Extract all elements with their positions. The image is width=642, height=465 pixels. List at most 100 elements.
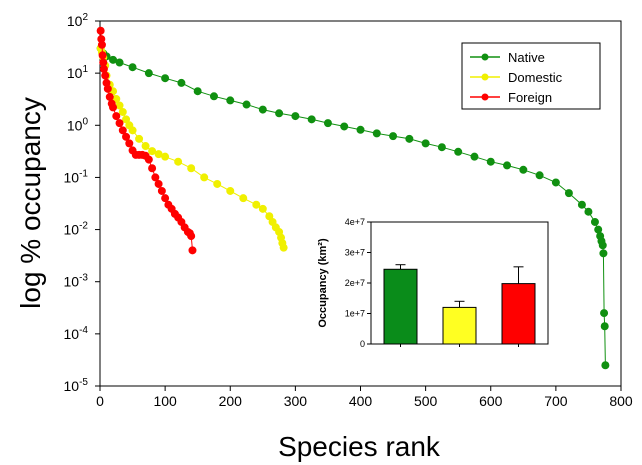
domestic-point [148, 147, 157, 156]
main-tick-labels: 0 100 200 300 400 500 600 700 800 102 101 100 10-1 10… [64, 12, 633, 409]
y-tick-label: 101 [67, 64, 89, 81]
x-tick-label: 700 [544, 393, 568, 409]
foreign-point [144, 155, 153, 164]
inset-y-tick-label: 0 [360, 339, 365, 349]
native-point [577, 200, 586, 209]
native-point [258, 105, 267, 114]
x-tick-label: 600 [479, 393, 503, 409]
native-point [209, 92, 218, 101]
native-point [600, 322, 609, 331]
native-point [486, 157, 495, 166]
domestic-point [187, 164, 196, 173]
foreign-point [161, 194, 170, 203]
inset-y-tick-label: 3e+7 [345, 248, 365, 258]
x-tick-label: 800 [609, 393, 633, 409]
y-tick-label: 10-2 [64, 221, 89, 238]
x-tick-label: 200 [219, 393, 243, 409]
y-tick-label: 10-5 [64, 377, 89, 394]
x-tick-label: 0 [96, 393, 104, 409]
native-point [598, 241, 607, 250]
inset-y-tick-label: 2e+7 [345, 278, 365, 288]
native-point [405, 134, 414, 143]
foreign-point [99, 65, 108, 74]
foreign-bar [501, 283, 536, 345]
y-tick-label: 10-1 [64, 168, 89, 185]
native-point [372, 129, 381, 138]
domestic-bar [442, 306, 477, 345]
main-series-layer [96, 26, 610, 370]
y-axis-title: log % occupancy [15, 97, 46, 309]
domestic-point [258, 204, 267, 213]
x-axis-title: Species rank [278, 431, 441, 462]
domestic-point [141, 142, 150, 151]
foreign-point [151, 173, 160, 182]
domestic-point [213, 179, 222, 188]
y-tick-label: 10-4 [64, 325, 89, 342]
native-point [275, 109, 284, 118]
domestic-point [239, 194, 248, 203]
y-tick-label: 10-3 [64, 273, 89, 290]
native-point [128, 63, 137, 72]
native-point [144, 69, 153, 78]
inset-axis-ticks: 0 1e+7 2e+7 3e+7 4e+7 [345, 217, 371, 349]
native-point [519, 165, 528, 174]
domestic-point [226, 186, 235, 195]
foreign-point [125, 139, 134, 148]
native-point [601, 361, 610, 370]
foreign-point [103, 84, 112, 93]
native-point [590, 217, 599, 226]
native-point [594, 225, 603, 234]
foreign-point [154, 179, 163, 188]
domestic-point [128, 126, 137, 135]
domestic-point [118, 107, 127, 116]
foreign-legend-marker [481, 93, 489, 101]
foreign-point [187, 232, 196, 241]
foreign-point [96, 26, 105, 35]
native-point [470, 152, 479, 161]
y-tick-label: 102 [67, 12, 89, 29]
inset-bars [383, 264, 536, 347]
foreign-point [97, 40, 106, 49]
native-point [356, 125, 365, 134]
x-tick-label: 100 [153, 393, 177, 409]
legend: Native Domestic Foreign [461, 42, 601, 110]
foreign-point [122, 132, 131, 141]
native-point [535, 171, 544, 180]
native-point [242, 100, 251, 109]
native-legend-label: Native [508, 50, 545, 65]
domestic-point [135, 134, 144, 143]
domestic-point [154, 150, 163, 159]
native-point [193, 87, 202, 96]
native-point [503, 161, 512, 170]
domestic-legend-label: Domestic [508, 70, 563, 85]
native-point [291, 112, 300, 121]
native-point [437, 143, 446, 152]
native-point [115, 58, 124, 67]
native-point [307, 115, 316, 124]
foreign-point [98, 51, 107, 60]
native-point [177, 78, 186, 87]
foreign-point [101, 71, 110, 80]
domestic-point [174, 157, 183, 166]
foreign-point [105, 92, 114, 101]
main-axis-ticks [95, 20, 622, 391]
native-point [389, 132, 398, 141]
foreign-point [99, 58, 108, 67]
inset-y-axis-title: Occupancy (km²) [317, 238, 329, 328]
domestic-point [115, 101, 124, 110]
native-legend-marker [481, 53, 489, 61]
foreign-point [109, 103, 118, 112]
native-point [323, 119, 332, 128]
native-point [599, 249, 608, 258]
domestic-series-line [100, 48, 285, 248]
native-point [109, 55, 118, 64]
foreign-legend-label: Foreign [508, 90, 552, 105]
native-point [584, 207, 593, 216]
inset-bar-chart: 0 1e+7 2e+7 3e+7 4e+7 Occupancy (km²) [317, 217, 549, 349]
foreign-point [148, 164, 157, 173]
native-point [454, 147, 463, 156]
native-point [600, 309, 609, 318]
native-bar [383, 268, 418, 345]
foreign-point [112, 112, 121, 121]
